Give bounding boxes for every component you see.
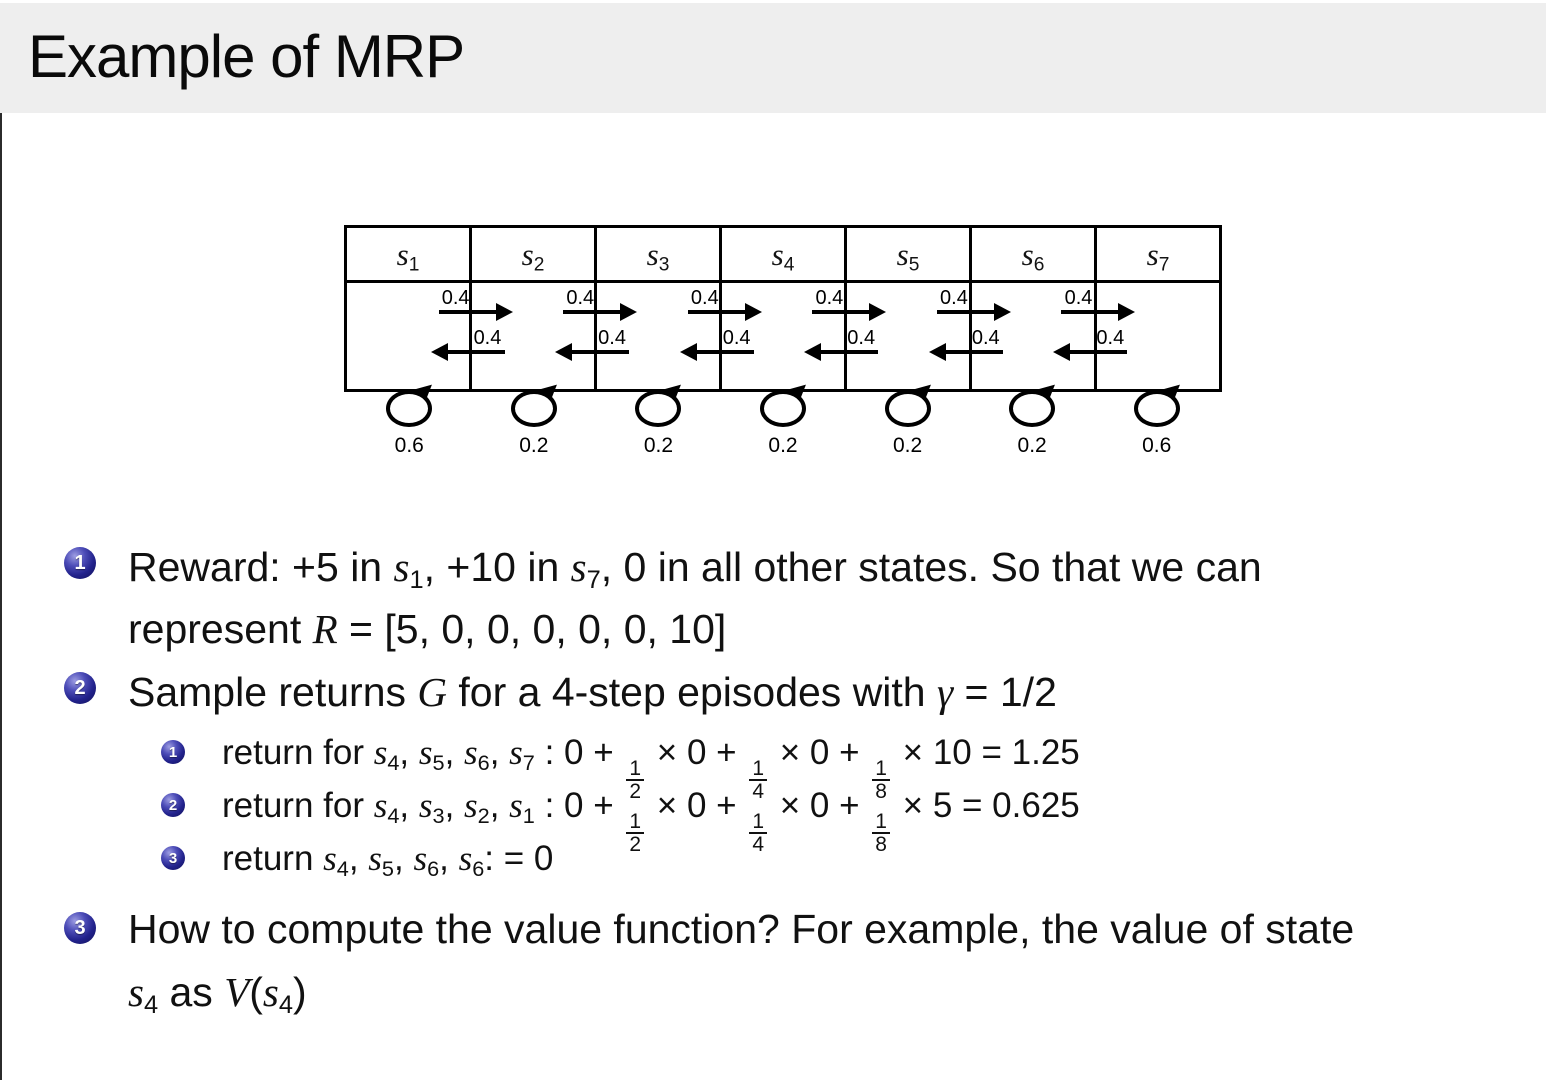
prob-label: 0.4 (473, 327, 502, 349)
self-prob-s3: 0.2 (643, 434, 674, 457)
state-cell-s7: s7 (1097, 228, 1219, 280)
state-label-s7: s7 (1146, 236, 1170, 275)
prob-label: 0.4 (690, 287, 719, 309)
state-cell-s1: s1 (347, 228, 472, 280)
self-prob-s7: 0.6 (1142, 434, 1172, 457)
arrow-right-s2-s3: 0.4 (561, 274, 638, 321)
bullet-1-line-1: Reward: +5 in s1, +10 in s7, 0 in all ot… (128, 544, 1262, 595)
self-prob-s5: 0.2 (892, 434, 923, 457)
arrowhead-left-icon (804, 343, 822, 361)
state-cell-s5: s5 (847, 228, 972, 280)
sub-bullet-3-line: return s4, s5, s6, s6: = 0 (222, 839, 554, 882)
arrow-right-s4-s5: 0.4 (810, 274, 887, 321)
self-loop-s3 (635, 378, 687, 427)
mrp-transition-row (347, 283, 1219, 389)
self-loop-s1 (386, 378, 438, 427)
slide-title: Example of MRP (28, 23, 465, 90)
bullet-3-line-1: How to compute the value function? For e… (128, 906, 1355, 952)
self-loop-s5 (884, 378, 936, 427)
sub-bullet-3-badge: 3 (161, 846, 185, 870)
arrowhead-right-icon (744, 303, 762, 321)
self-prob-s6: 0.2 (1017, 434, 1047, 457)
state-label-s4: s4 (771, 236, 795, 275)
self-prob-s2: 0.2 (519, 434, 549, 457)
slide-title-bar: Example of MRP (0, 3, 1546, 113)
arrow-right-s3-s4: 0.4 (686, 274, 762, 321)
arrowhead-left-icon (555, 343, 573, 361)
arrow-left-s7-s6: 0.4 (1053, 314, 1129, 361)
arrowhead-right-icon (1118, 303, 1136, 321)
prob-label: 0.4 (598, 327, 626, 349)
arrowhead-right-icon (495, 303, 513, 321)
arrow-right-s6-s7: 0.4 (1059, 274, 1136, 321)
prob-label: 0.4 (566, 287, 595, 309)
self-loop-s7 (1133, 378, 1186, 427)
state-label-s2: s2 (521, 236, 545, 275)
bullet-1-line-2: represent R = [5, 0, 0, 0, 0, 0, 10] (128, 606, 727, 652)
mrp-diagram: s1 s2 s3 s4 s5 s6 s7 0.4 0.4 0.4 0.4 0.4… (344, 225, 1222, 457)
prob-label: 0.4 (441, 287, 470, 309)
bullet-1-badge: 1 (64, 547, 96, 579)
arrow-left-s3-s2: 0.4 (555, 314, 631, 361)
self-loop-s4 (760, 378, 812, 427)
state-cell-s4: s4 (722, 228, 847, 280)
sub-bullet-2-badge: 2 (161, 793, 185, 817)
arrow-right-s1-s2: 0.4 (437, 274, 513, 321)
arrowhead-left-icon (928, 343, 946, 361)
prob-label: 0.4 (847, 327, 876, 349)
bullet-2-badge: 2 (64, 672, 96, 704)
state-cell-s2: s2 (472, 228, 597, 280)
arrowhead-right-icon (869, 303, 887, 321)
prob-label: 0.4 (722, 327, 751, 349)
state-cell-s3: s3 (597, 228, 722, 280)
arrow-right-s5-s6: 0.4 (935, 274, 1011, 321)
arrowhead-left-icon (1053, 343, 1071, 361)
slide-left-border (0, 113, 2, 1080)
sub-bullet-1-badge: 1 (161, 740, 185, 764)
state-label-s5: s5 (896, 236, 920, 275)
mrp-state-row: s1 s2 s3 s4 s5 s6 s7 (347, 228, 1219, 283)
arrowhead-right-icon (620, 303, 638, 321)
prob-label: 0.4 (1096, 327, 1125, 349)
state-cell-s6: s6 (972, 228, 1097, 280)
prob-label: 0.4 (940, 287, 968, 309)
prob-label: 0.4 (971, 327, 1000, 349)
arrowhead-left-icon (679, 343, 697, 361)
bullet-3-badge: 3 (64, 912, 96, 944)
bullet-3-line-2: s4 as V(s4) (128, 969, 307, 1020)
self-prob-s1: 0.6 (394, 434, 424, 457)
state-label-s6: s6 (1021, 236, 1045, 275)
arrow-left-s4-s3: 0.4 (679, 314, 756, 361)
bullet-2-line: Sample returns G for a 4-step episodes w… (128, 669, 1057, 715)
self-prob-s4: 0.2 (768, 434, 798, 457)
prob-label: 0.4 (815, 287, 844, 309)
state-label-s3: s3 (646, 236, 670, 275)
arrow-left-s6-s5: 0.4 (928, 314, 1005, 361)
state-label-s1: s1 (396, 236, 420, 275)
self-loop-s6 (1009, 378, 1061, 427)
arrow-left-s2-s1: 0.4 (430, 314, 507, 361)
arrowhead-left-icon (430, 343, 448, 361)
arrow-left-s5-s4: 0.4 (804, 314, 880, 361)
arrowhead-right-icon (993, 303, 1011, 321)
prob-label: 0.4 (1064, 287, 1093, 309)
self-loop-s2 (510, 378, 563, 427)
